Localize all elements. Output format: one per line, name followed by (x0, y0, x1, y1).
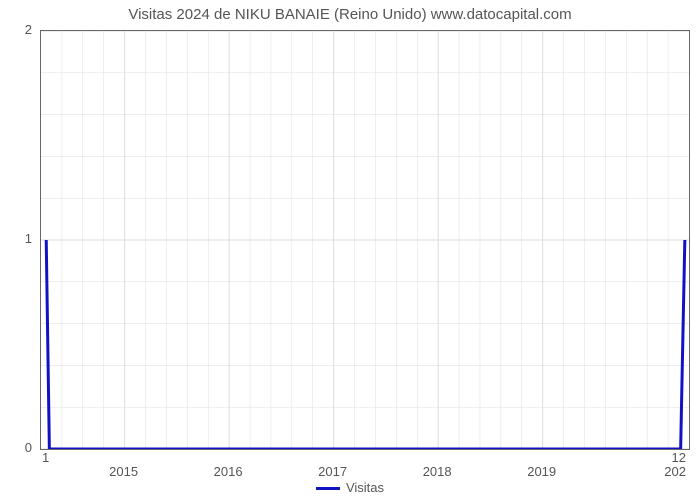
tick-label: 12 (672, 450, 686, 465)
tick-label: 2 (25, 22, 32, 37)
tick-label: 2017 (318, 464, 347, 479)
chart-plot-area (40, 30, 690, 450)
tick-label: 2016 (214, 464, 243, 479)
tick-label: 202 (664, 464, 686, 479)
tick-label: 1 (42, 450, 49, 465)
legend-label: Visitas (346, 480, 384, 495)
chart-title: Visitas 2024 de NIKU BANAIE (Reino Unido… (0, 6, 700, 23)
tick-label: 2019 (527, 464, 556, 479)
tick-label: 2018 (423, 464, 452, 479)
tick-label: 0 (25, 440, 32, 455)
chart-svg (41, 31, 689, 449)
legend-swatch (316, 487, 340, 490)
tick-label: 2015 (109, 464, 138, 479)
tick-label: 1 (25, 231, 32, 246)
chart-legend: Visitas (0, 480, 700, 495)
